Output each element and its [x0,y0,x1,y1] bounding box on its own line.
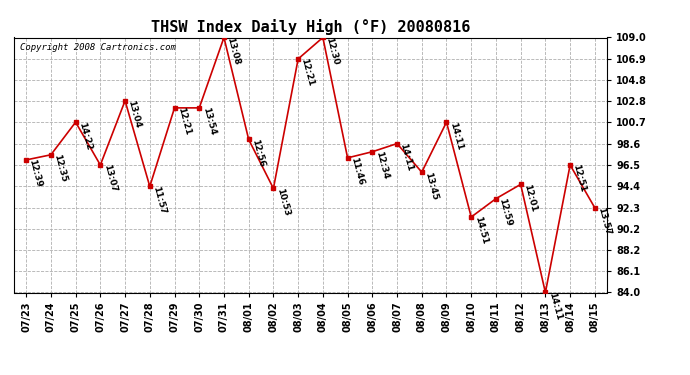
Text: 13:45: 13:45 [423,171,440,201]
Text: 14:11: 14:11 [546,291,563,321]
Text: 13:07: 13:07 [101,164,118,194]
Text: 12:34: 12:34 [374,150,390,180]
Title: THSW Index Daily High (°F) 20080816: THSW Index Daily High (°F) 20080816 [151,19,470,35]
Text: 14:22: 14:22 [77,121,93,151]
Text: 13:08: 13:08 [226,36,241,66]
Text: 14:11: 14:11 [398,142,415,172]
Text: 12:01: 12:01 [522,183,538,213]
Text: 14:11: 14:11 [448,121,464,151]
Text: 12:21: 12:21 [176,106,192,136]
Text: 12:56: 12:56 [250,138,266,168]
Text: 12:51: 12:51 [571,164,588,194]
Text: 13:04: 13:04 [126,99,143,129]
Text: 12:30: 12:30 [324,36,340,66]
Text: 12:59: 12:59 [497,197,513,227]
Text: 11:57: 11:57 [151,185,167,215]
Text: 14:51: 14:51 [473,216,489,246]
Text: 13:57: 13:57 [596,207,612,237]
Text: 12:21: 12:21 [299,57,315,87]
Text: 11:46: 11:46 [349,156,365,187]
Text: 12:35: 12:35 [52,153,68,183]
Text: 12:39: 12:39 [28,159,43,189]
Text: 10:53: 10:53 [275,187,291,217]
Text: 13:54: 13:54 [201,106,217,136]
Text: Copyright 2008 Cartronics.com: Copyright 2008 Cartronics.com [20,43,176,52]
